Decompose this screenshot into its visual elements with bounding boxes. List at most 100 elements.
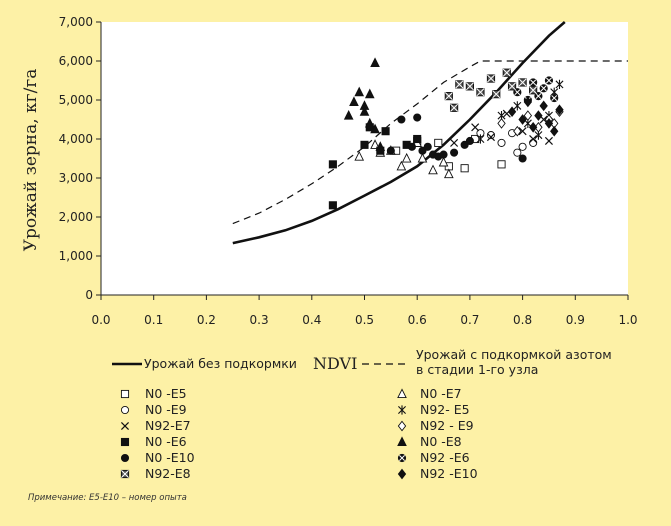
data-point xyxy=(518,142,527,151)
y-tick-label: 6,000 xyxy=(59,54,93,68)
data-point xyxy=(360,140,369,149)
marker-cross xyxy=(529,86,538,95)
data-point xyxy=(471,123,480,132)
y-tick-label: 2,000 xyxy=(59,210,93,224)
data-point xyxy=(497,118,506,129)
data-point xyxy=(418,146,427,155)
marker-cross xyxy=(476,88,485,97)
data-point xyxy=(523,110,533,121)
legend-marker xyxy=(397,436,407,447)
data-point xyxy=(413,113,422,122)
data-point xyxy=(555,79,564,89)
data-point xyxy=(486,74,496,83)
data-point xyxy=(443,168,454,179)
legend-marker xyxy=(398,405,406,415)
y-tick-label: 7,000 xyxy=(59,15,93,29)
data-point xyxy=(370,57,380,68)
legend-series-label: N0 -E9 xyxy=(145,402,187,417)
marker-cross xyxy=(121,470,129,478)
x-tick-label: 0.9 xyxy=(566,313,585,327)
marker-cross xyxy=(540,85,547,92)
legend-series-label: N92 -E6 xyxy=(420,450,470,465)
marker-cross xyxy=(545,77,552,84)
data-point xyxy=(550,125,559,137)
x-tick-label: 0.1 xyxy=(144,313,163,327)
marker-cross xyxy=(444,92,453,101)
data-point xyxy=(460,164,469,173)
data-point xyxy=(497,138,506,147)
x-tick-label: 0.7 xyxy=(460,313,479,327)
data-point xyxy=(397,115,406,124)
data-point xyxy=(528,121,538,133)
data-point xyxy=(544,76,554,85)
data-point xyxy=(450,148,459,157)
x-tick-label: 0.2 xyxy=(197,313,216,327)
legend-series-label: N92-E7 xyxy=(145,418,191,433)
data-point xyxy=(492,90,501,99)
data-point xyxy=(364,117,375,128)
data-point xyxy=(328,160,337,169)
data-point xyxy=(413,134,422,144)
legend-series-label: N0 -E10 xyxy=(145,450,195,465)
data-point xyxy=(529,78,538,87)
data-point xyxy=(513,101,522,111)
data-point xyxy=(434,138,443,147)
marker-cross xyxy=(502,68,511,77)
legend-marker xyxy=(120,421,130,431)
legend-series-label: N92 -E10 xyxy=(420,466,478,481)
data-point xyxy=(386,146,395,155)
x-tick-label: 0.4 xyxy=(302,313,321,327)
data-point xyxy=(534,110,543,121)
legend-marker xyxy=(120,453,130,463)
data-point xyxy=(544,136,553,145)
axes: 0 1,000 2,000 3,000 4,000 5,000 6,000 7,000 0.0 0… xyxy=(59,15,638,327)
y-tick-label: 5,000 xyxy=(59,93,93,107)
data-point xyxy=(407,142,416,151)
data-point xyxy=(343,109,354,120)
data-point xyxy=(381,127,390,136)
legend-dashed-label-line1: Урожай с подкормкой азотом xyxy=(416,347,612,362)
marker-cross xyxy=(399,455,405,461)
marker-cross xyxy=(492,90,501,99)
data-point xyxy=(507,82,517,91)
data-point xyxy=(513,148,522,157)
data-point xyxy=(518,127,527,136)
legend-series-label: N92-E8 xyxy=(145,466,191,481)
legend-marker xyxy=(397,453,407,463)
marker-cross xyxy=(551,95,558,102)
data-point xyxy=(349,96,359,107)
data-point xyxy=(423,142,432,151)
data-point xyxy=(539,84,548,93)
marker-cross xyxy=(487,74,495,83)
data-point xyxy=(438,156,449,167)
data-point xyxy=(401,152,412,163)
x-tick-label: 0.3 xyxy=(250,313,269,327)
footnote: Примечание: E5-E10 – номер опыта xyxy=(28,493,187,503)
data-point xyxy=(417,152,428,163)
data-point xyxy=(507,106,517,118)
line-with-nitrogen xyxy=(232,60,628,225)
y-tick-label: 3,000 xyxy=(59,171,93,185)
data-point xyxy=(370,123,380,134)
marker-cross xyxy=(465,82,474,91)
y-tick-label: 1,000 xyxy=(59,249,93,263)
legend: Урожай без подкормки NDVI Урожай с подкорм… xyxy=(112,347,612,481)
data-point xyxy=(476,88,485,97)
legend-marker xyxy=(397,420,407,432)
data-point xyxy=(465,136,474,145)
legend-marker xyxy=(120,389,130,399)
legend-marker xyxy=(120,469,130,479)
data-point xyxy=(550,93,559,103)
data-point xyxy=(460,140,469,149)
data-point xyxy=(529,138,538,147)
data-point xyxy=(518,114,527,125)
line-no-fertilizer xyxy=(232,21,566,245)
data-point xyxy=(497,160,506,169)
data-point xyxy=(364,88,375,99)
data-point xyxy=(518,154,527,163)
marker-cross xyxy=(518,78,527,87)
legend-series-label: N0 -E5 xyxy=(145,386,187,401)
data-point xyxy=(439,150,448,159)
data-point xyxy=(428,164,438,175)
